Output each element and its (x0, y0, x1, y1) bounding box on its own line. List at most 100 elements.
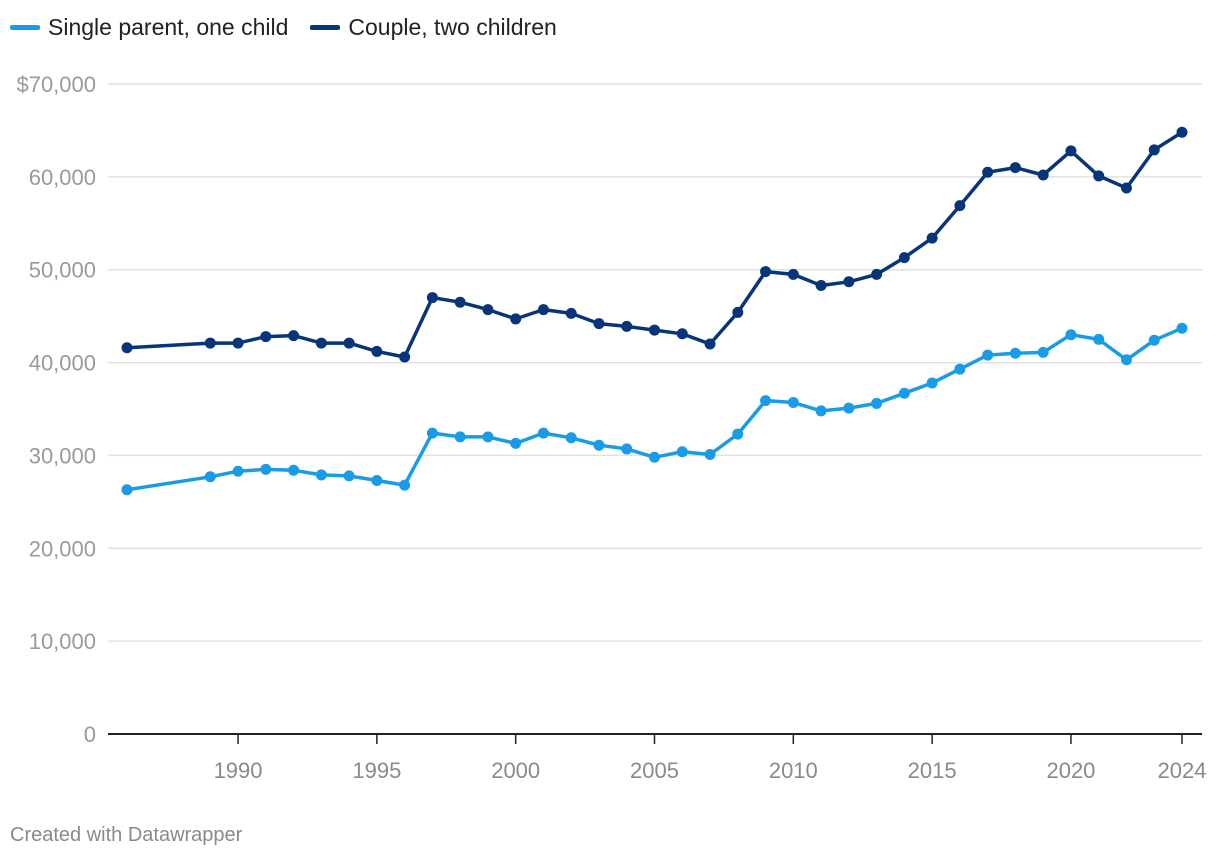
data-point-series-1 (649, 324, 660, 336)
data-point-series-1 (1093, 170, 1105, 182)
data-point-series-1 (898, 252, 910, 264)
data-point-series-1 (371, 345, 383, 357)
legend-swatch-single-parent (10, 25, 40, 30)
data-point-series-0 (926, 377, 938, 389)
data-point-series-0 (426, 427, 438, 439)
data-point-series-1 (260, 331, 272, 343)
x-tick-label: 1990 (214, 758, 263, 783)
data-point-series-1 (204, 337, 216, 349)
footer-credit: Created with Datawrapper (10, 824, 243, 846)
data-point-series-1 (1176, 126, 1188, 138)
x-tick-label: 1995 (352, 758, 401, 783)
data-point-series-0 (371, 475, 383, 486)
data-point-series-1 (676, 328, 688, 340)
series-line-0 (125, 326, 1184, 492)
data-point-series-0 (1148, 334, 1160, 346)
data-point-series-1 (982, 166, 994, 178)
y-tick-label: 0 (84, 722, 96, 747)
data-point-series-0 (676, 446, 688, 458)
data-point-series-1 (760, 266, 772, 278)
data-point-series-1 (1120, 182, 1132, 194)
data-point-series-0 (121, 484, 133, 496)
data-point-series-1 (926, 232, 938, 244)
data-point-series-0 (898, 387, 910, 399)
data-point-series-0 (704, 449, 716, 460)
y-tick-label: 20,000 (29, 536, 96, 561)
y-tick-label: $70,000 (16, 72, 96, 97)
data-point-series-1 (593, 318, 605, 330)
data-point-series-0 (260, 463, 272, 475)
data-point-series-1 (732, 306, 744, 318)
x-tick-label: 2020 (1046, 758, 1095, 783)
data-point-series-1 (621, 320, 633, 332)
data-point-series-1 (954, 200, 966, 212)
data-point-series-1 (426, 292, 438, 304)
data-point-series-0 (760, 395, 772, 407)
legend-label-single-parent: Single parent, one child (48, 14, 289, 40)
x-tick-label: 2015 (908, 758, 957, 783)
data-point-series-0 (787, 397, 799, 408)
data-point-series-1 (871, 268, 883, 280)
legend-label-couple: Couple, two children (348, 14, 557, 40)
x-tick-label: 2005 (630, 758, 679, 783)
x-tick-label: 2000 (491, 758, 540, 783)
y-tick-label: 60,000 (29, 165, 96, 190)
data-point-series-0 (288, 464, 300, 476)
legend-swatch-couple (310, 25, 341, 30)
data-point-series-0 (1120, 354, 1132, 366)
y-tick-label: 30,000 (29, 443, 96, 468)
legend-item-single-parent: Single parent, one child (10, 14, 288, 41)
data-point-series-0 (232, 465, 244, 477)
data-point-series-1 (1065, 145, 1077, 157)
data-point-series-1 (343, 337, 355, 349)
data-point-series-1 (843, 276, 855, 288)
line-chart: 0 10,000 20,000 30,000 40,000 50,000 60,000 $70… (16, 72, 1207, 783)
data-point-series-0 (315, 469, 327, 481)
data-point-series-0 (815, 405, 827, 417)
data-point-series-0 (982, 349, 994, 361)
x-tick-label: 2024 (1158, 758, 1207, 783)
data-point-series-0 (621, 443, 633, 455)
data-point-series-0 (510, 437, 522, 449)
data-point-series-1 (787, 268, 799, 280)
data-point-series-1 (288, 330, 300, 342)
data-point-series-0 (1093, 333, 1105, 345)
data-point-series-0 (1065, 329, 1077, 341)
data-point-series-1 (1037, 169, 1049, 181)
data-point-series-1 (315, 337, 327, 349)
x-tick-label: 2010 (769, 758, 818, 783)
y-tick-label: 10,000 (29, 629, 96, 654)
data-point-series-1 (121, 342, 133, 354)
data-point-series-0 (454, 431, 466, 443)
data-point-series-1 (454, 296, 466, 308)
data-point-series-0 (843, 402, 855, 414)
data-point-series-1 (510, 313, 522, 325)
data-point-series-0 (204, 471, 216, 483)
data-point-series-1 (232, 337, 244, 349)
data-point-series-0 (1176, 322, 1188, 334)
data-point-series-0 (593, 439, 605, 451)
data-point-series-0 (482, 431, 494, 443)
data-point-series-1 (704, 338, 716, 350)
data-point-series-0 (565, 432, 577, 444)
data-point-series-0 (871, 397, 883, 409)
data-point-series-0 (954, 363, 966, 375)
chart-legend: Single parent, one child Couple, two chi… (10, 14, 557, 41)
legend-item-couple: Couple, two children (310, 14, 557, 41)
data-point-series-0 (732, 428, 744, 440)
data-point-series-0 (343, 470, 355, 482)
data-point-series-1 (815, 280, 827, 291)
data-point-series-0 (1037, 346, 1049, 358)
data-point-series-0 (537, 427, 549, 439)
data-point-series-0 (649, 451, 660, 463)
series-line-1 (125, 130, 1184, 359)
data-point-series-0 (399, 479, 411, 491)
y-tick-label: 40,000 (29, 351, 96, 376)
data-point-series-1 (1009, 162, 1021, 174)
data-point-series-1 (399, 351, 411, 363)
data-point-series-1 (537, 304, 549, 316)
data-point-series-0 (1009, 347, 1021, 359)
data-point-series-1 (565, 307, 577, 319)
data-point-series-1 (482, 304, 494, 316)
y-tick-label: 50,000 (29, 258, 96, 283)
